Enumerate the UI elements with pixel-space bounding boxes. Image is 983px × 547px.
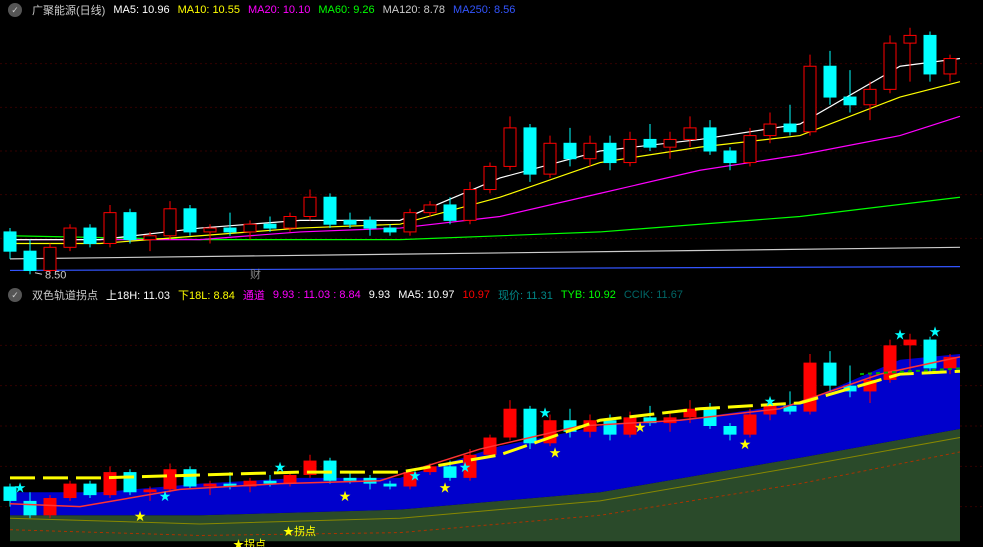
svg-text:★: ★ [134,508,147,524]
svg-text:★: ★ [539,404,552,420]
legend-item: MA250: 8.56 [453,4,515,16]
check-icon: ✓ [8,3,22,17]
bottom-legend: ✓ 双色轨道拐点 上18H: 11.03 下18L: 8.84 通道 9.93 : 1… [0,285,983,305]
top-legend: ✓ 广聚能源(日线) MA5: 10.96 MA10: 10.55 MA20: 10… [0,0,983,20]
legend-item: MA120: 8.78 [383,4,445,16]
svg-text:★拐点: ★拐点 [283,524,316,538]
svg-text:★: ★ [894,327,907,343]
legend-item: 下18L: 8.84 [178,287,235,303]
legend-item: CCIK: 11.67 [624,289,683,301]
indicator-chart[interactable]: ★ ★ ★ ★ ★ ★ ★ ★ ★ ★ ★ ★ ★ ★ ★ ★拐点 ★拐点 [0,305,983,547]
svg-text:★: ★ [14,479,27,495]
legend-item: MA5: 10.97 [398,289,454,301]
svg-text:财: 财 [250,267,261,281]
svg-text:★: ★ [274,459,287,475]
legend-item: TYB: 10.92 [561,289,616,301]
legend-item: 上18H: 11.03 [106,287,170,303]
legend-item: 9.93 : 11.03 : 8.84 [273,289,361,301]
svg-text:★拐点: ★拐点 [233,537,266,547]
check-icon: ✓ [8,288,22,302]
legend-item: 通道 [243,287,265,303]
svg-text:★: ★ [409,468,422,484]
svg-text:★: ★ [549,445,562,461]
svg-text:★: ★ [634,419,647,435]
legend-item: MA20: 10.10 [248,4,310,16]
svg-text:★: ★ [339,488,352,504]
chart-container: ✓ 广聚能源(日线) MA5: 10.96 MA10: 10.55 MA20: 10… [0,0,983,547]
svg-text:★: ★ [459,459,472,475]
svg-text:★: ★ [439,479,452,495]
top-title: 广聚能源(日线) [32,2,105,18]
legend-item: 9.93 [369,289,390,301]
svg-text:★: ★ [159,488,172,504]
bottom-title: 双色轨道拐点 [32,287,98,303]
legend-item: MA5: 10.96 [113,4,169,16]
svg-text:8.50: 8.50 [45,269,66,281]
legend-item: 现价: 11.31 [498,287,553,303]
svg-text:★: ★ [929,324,942,340]
indicator-panel: ✓ 双色轨道拐点 上18H: 11.03 下18L: 8.84 通道 9.93 : 1… [0,285,983,545]
legend-item: 10.97 [462,289,490,301]
legend-item: MA10: 10.55 [178,4,240,16]
svg-text:★: ★ [764,393,777,409]
price-chart[interactable]: 8.50 财 [0,20,983,282]
price-panel: ✓ 广聚能源(日线) MA5: 10.96 MA10: 10.55 MA20: 10… [0,0,983,280]
legend-item: MA60: 9.26 [318,4,374,16]
svg-text:★: ★ [739,436,752,452]
